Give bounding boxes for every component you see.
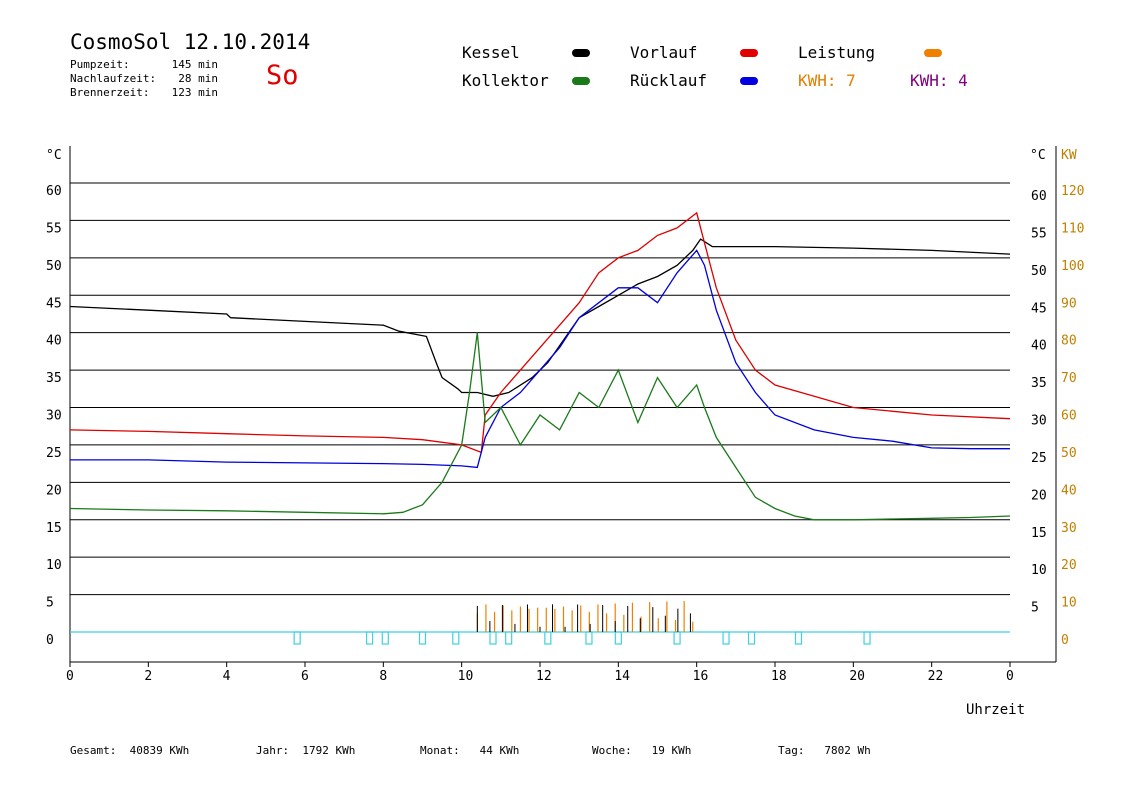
y-axis-unit-right: °C — [1030, 148, 1046, 163]
y-tick-label-power: 0 — [1061, 633, 1069, 648]
y-tick-label-power: 50 — [1061, 446, 1077, 461]
pump-marker — [381, 631, 389, 645]
legend-kessel: Kessel — [462, 43, 520, 62]
y-axis-unit-left: °C — [46, 148, 62, 163]
y-tick-label-right: 50 — [1031, 264, 1047, 279]
y-tick-label-left: 45 — [46, 296, 62, 311]
x-tick-label: 6 — [301, 669, 309, 684]
y-tick-label-power: 90 — [1061, 296, 1077, 311]
legend-kollektor-swatch — [572, 77, 590, 85]
y-axis-unit-power: KW — [1061, 148, 1077, 163]
pump-marker — [366, 631, 374, 645]
stat-nachlaufzeit: Nachlaufzeit: 28 min — [70, 72, 218, 85]
x-tick-label: 8 — [379, 669, 387, 684]
x-tick-label: 16 — [693, 669, 709, 684]
y-tick-label-right: 60 — [1031, 189, 1047, 204]
footer-jahr: Jahr: 1792 KWh — [256, 744, 356, 757]
legend-kollektor: Kollektor — [462, 71, 549, 90]
pump-marker — [505, 631, 513, 645]
y-tick-label-left: 50 — [46, 259, 62, 274]
x-tick-label: 18 — [771, 669, 787, 684]
y-tick-label-left: 55 — [46, 221, 62, 236]
x-axis-label: Uhrzeit — [966, 702, 1025, 718]
y-tick-label-power: 120 — [1061, 184, 1084, 199]
y-tick-label-right: 20 — [1031, 488, 1047, 503]
legend-leistung: Leistung — [798, 43, 876, 62]
x-tick-label: 0 — [66, 669, 74, 684]
footer-gesamt: Gesamt: 40839 KWh — [70, 744, 190, 757]
y-tick-label-left: 5 — [46, 596, 54, 611]
series-line-vorlauf — [69, 211, 1011, 454]
y-tick-label-left: 60 — [46, 184, 62, 199]
legend-kwh-burner: KWH: 4 — [910, 71, 968, 90]
y-tick-label-power: 20 — [1061, 558, 1077, 573]
y-tick-label-right: 55 — [1031, 226, 1047, 241]
x-tick-label: 10 — [458, 669, 474, 684]
y-tick-label-right: 15 — [1031, 526, 1047, 541]
y-tick-label-power: 110 — [1061, 221, 1084, 236]
y-tick-label-right: 30 — [1031, 414, 1047, 429]
y-tick-label-right: 45 — [1031, 301, 1047, 316]
legend-kessel-swatch — [572, 49, 590, 57]
y-tick-label-power: 10 — [1061, 596, 1077, 611]
series-line-ruecklauf — [70, 249, 1010, 469]
y-tick-label-power: 60 — [1061, 409, 1077, 424]
y-tick-label-left: 40 — [46, 334, 62, 349]
y-tick-label-power: 80 — [1061, 334, 1077, 349]
y-tick-label-left: 25 — [46, 446, 62, 461]
y-tick-label-right: 10 — [1031, 563, 1047, 578]
x-tick-label: 2 — [144, 669, 152, 684]
y-tick-label-left: 10 — [46, 558, 62, 573]
x-tick-label: 0 — [1006, 669, 1014, 684]
y-tick-label-power: 30 — [1061, 521, 1077, 536]
series-line-kessel — [69, 238, 1011, 397]
legend-kwh-solar: KWH: 7 — [798, 71, 856, 90]
y-tick-label-right: 5 — [1031, 601, 1039, 616]
footer-woche: Woche: 19 KWh — [592, 744, 692, 757]
y-tick-label-right: 35 — [1031, 376, 1047, 391]
y-tick-label-left: 30 — [46, 409, 62, 424]
footer-monat: Monat: 44 KWh — [420, 744, 520, 757]
x-tick-label: 4 — [223, 669, 231, 684]
x-tick-label: 14 — [614, 669, 630, 684]
x-tick-label: 22 — [928, 669, 944, 684]
pump-marker — [673, 631, 681, 645]
y-tick-label-left: 35 — [46, 371, 62, 386]
pump-marker — [747, 631, 756, 645]
y-tick-label-right: 25 — [1031, 451, 1047, 466]
pump-marker — [544, 631, 552, 645]
legend-ruecklauf: Rücklauf — [630, 71, 708, 90]
y-tick-label-left: 15 — [46, 521, 62, 536]
pump-marker — [794, 631, 803, 645]
legend-leistung-swatch — [924, 49, 942, 57]
x-tick-label: 20 — [849, 669, 865, 684]
pump-marker — [452, 631, 460, 645]
y-tick-label-power: 40 — [1061, 483, 1077, 498]
y-tick-label-right: 40 — [1031, 339, 1047, 354]
pump-marker — [614, 631, 622, 645]
pump-marker — [863, 631, 871, 645]
x-tick-label: 12 — [536, 669, 552, 684]
pump-marker — [585, 631, 593, 645]
y-tick-label-power: 100 — [1061, 259, 1084, 274]
page-title: CosmoSol 12.10.2014 — [70, 30, 311, 54]
legend-vorlauf-swatch — [740, 49, 758, 57]
series-line-kollektor — [69, 332, 1011, 521]
footer-tag: Tag: 7802 Wh — [778, 744, 871, 757]
pump-marker — [489, 631, 497, 645]
legend-vorlauf: Vorlauf — [630, 43, 698, 62]
stat-brennerzeit: Brennerzeit: 123 min — [70, 86, 218, 99]
y-tick-label-left: 20 — [46, 483, 62, 498]
legend-ruecklauf-swatch — [740, 77, 758, 85]
stat-pumpzeit: Pumpzeit: 145 min — [70, 58, 218, 71]
y-tick-label-left: 0 — [46, 633, 54, 648]
pump-marker — [418, 631, 427, 645]
weekday-label: So — [266, 60, 299, 91]
pump-marker — [293, 631, 301, 645]
pump-marker — [722, 631, 730, 645]
y-tick-label-power: 70 — [1061, 371, 1077, 386]
